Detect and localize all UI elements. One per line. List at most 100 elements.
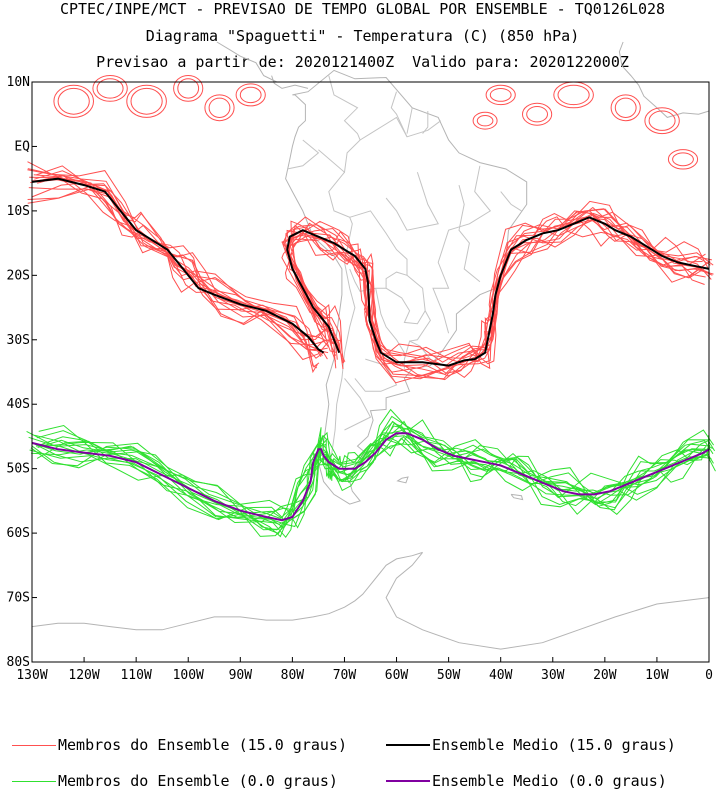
coast-antarctica <box>31 551 423 631</box>
x-axis: 130W 120W 110W 100W 90W 80W 70W 60W 50W 40W 30W 20W… <box>16 657 713 683</box>
country-border <box>287 139 320 170</box>
member-closed-contour <box>57 87 90 115</box>
ensemble-member-line <box>27 168 320 368</box>
country-border <box>344 378 372 431</box>
ensemble-member-line <box>38 424 716 521</box>
ensemble-member-line <box>286 206 713 377</box>
member-closed-contour <box>130 87 163 115</box>
member-closed-contour <box>672 152 694 167</box>
ensemble-member-line <box>35 420 713 535</box>
coastline-layer <box>31 41 710 650</box>
x-tick-label: 130W <box>16 668 47 683</box>
coast-central-america <box>216 41 278 83</box>
x-tick-label: 20W <box>593 668 617 683</box>
member-closed-contour <box>522 102 553 126</box>
y-tick-label: 40S <box>7 397 30 412</box>
ensemble-members-15 <box>27 75 714 384</box>
ensemble-member-line <box>32 425 711 525</box>
legend-item-members-0: Membros do Ensemble (0.0 graus) <box>12 771 338 791</box>
coast-falklands <box>396 476 409 484</box>
member-closed-contour <box>204 94 235 122</box>
legend-label: Ensemble Medio (15.0 graus) <box>432 736 676 754</box>
ensemble-member-line <box>32 421 711 531</box>
legend-label: Membros do Ensemble (0.0 graus) <box>58 772 338 790</box>
y-tick-label: EQ <box>14 139 30 154</box>
x-tick-label: 90W <box>229 668 253 683</box>
legend-swatch-green <box>12 780 56 782</box>
member-closed-contour <box>126 84 167 118</box>
ensemble-member-line <box>37 175 329 348</box>
ensemble-member-line <box>36 165 328 360</box>
x-tick-label: 110W <box>120 668 151 683</box>
x-tick-label: 120W <box>68 668 99 683</box>
ensemble-member-line <box>30 178 329 361</box>
ensemble-member-line <box>281 210 706 380</box>
ensemble-member-line <box>284 211 711 367</box>
ensemble-mean-line <box>31 177 325 354</box>
ensemble-member-line <box>27 169 318 369</box>
map-frame <box>31 81 710 663</box>
country-border <box>432 165 492 334</box>
ensemble-member-line <box>36 420 715 539</box>
country-border <box>458 184 481 283</box>
y-axis: 10N EQ 10S 20S 30S 40S 50S 60S 70S 80S <box>7 75 37 670</box>
member-closed-contour <box>235 83 266 107</box>
member-closed-contour <box>239 86 262 104</box>
ensemble-member-line <box>28 187 325 349</box>
coast-south-america <box>285 69 528 505</box>
ensemble-member-line <box>36 430 714 529</box>
chart-title-line-3: Previsao a partir de: 2020121400Z Valido… <box>96 53 629 71</box>
country-border <box>328 75 361 141</box>
y-tick-label: 20S <box>7 268 30 283</box>
country-border <box>500 191 522 212</box>
ensemble-means <box>31 177 710 522</box>
ensemble-member-line <box>37 423 716 538</box>
member-closed-contour <box>614 97 637 119</box>
member-closed-contour <box>489 88 512 102</box>
x-tick-label: 100W <box>173 668 204 683</box>
member-closed-contour <box>53 84 94 118</box>
member-closed-contour <box>485 84 516 106</box>
legend-label: Ensemble Medio (0.0 graus) <box>432 772 667 790</box>
country-border <box>406 107 413 134</box>
member-closed-contour <box>472 111 498 130</box>
member-closed-contour <box>553 81 594 109</box>
country-border <box>354 358 398 392</box>
member-closed-contour <box>92 75 128 102</box>
member-closed-contour <box>476 115 494 127</box>
country-border <box>349 268 387 292</box>
legend-item-members-15: Membros do Ensemble (15.0 graus) <box>12 735 347 755</box>
country-border <box>390 91 408 138</box>
legend-swatch-purple <box>386 780 430 782</box>
y-tick-label: 70S <box>7 591 30 606</box>
ensemble-member-line <box>27 161 318 374</box>
ensemble-member-line <box>282 211 705 381</box>
country-border <box>422 111 429 134</box>
member-closed-contour <box>96 78 124 99</box>
legend-swatch-black <box>386 744 430 746</box>
ensemble-members-0 <box>26 408 716 539</box>
legend-item-mean-0: Ensemble Medio (0.0 graus) <box>386 771 667 791</box>
y-tick-label: 80S <box>7 655 30 670</box>
country-border <box>385 172 439 231</box>
member-closed-contour <box>610 94 641 122</box>
ensemble-mean-line <box>286 216 710 367</box>
x-tick-label: 40W <box>489 668 513 683</box>
ensemble-member-line <box>31 415 710 531</box>
country-border <box>328 171 353 263</box>
x-tick-label: 50W <box>437 668 461 683</box>
coast-south-georgia <box>510 493 524 501</box>
member-closed-contour <box>208 97 231 119</box>
ensemble-mean-line <box>31 432 710 522</box>
y-tick-label: 30S <box>7 333 30 348</box>
ensemble-member-line <box>31 427 709 528</box>
country-border <box>318 116 442 174</box>
legend-item-mean-15: Ensemble Medio (15.0 graus) <box>386 735 676 755</box>
country-border <box>385 271 426 325</box>
member-closed-contour <box>173 75 204 102</box>
x-tick-label: 80W <box>281 668 305 683</box>
legend-swatch-red <box>12 744 56 746</box>
ensemble-member-line <box>28 436 706 518</box>
member-closed-contour <box>177 78 200 99</box>
ensemble-member-line <box>288 213 712 366</box>
